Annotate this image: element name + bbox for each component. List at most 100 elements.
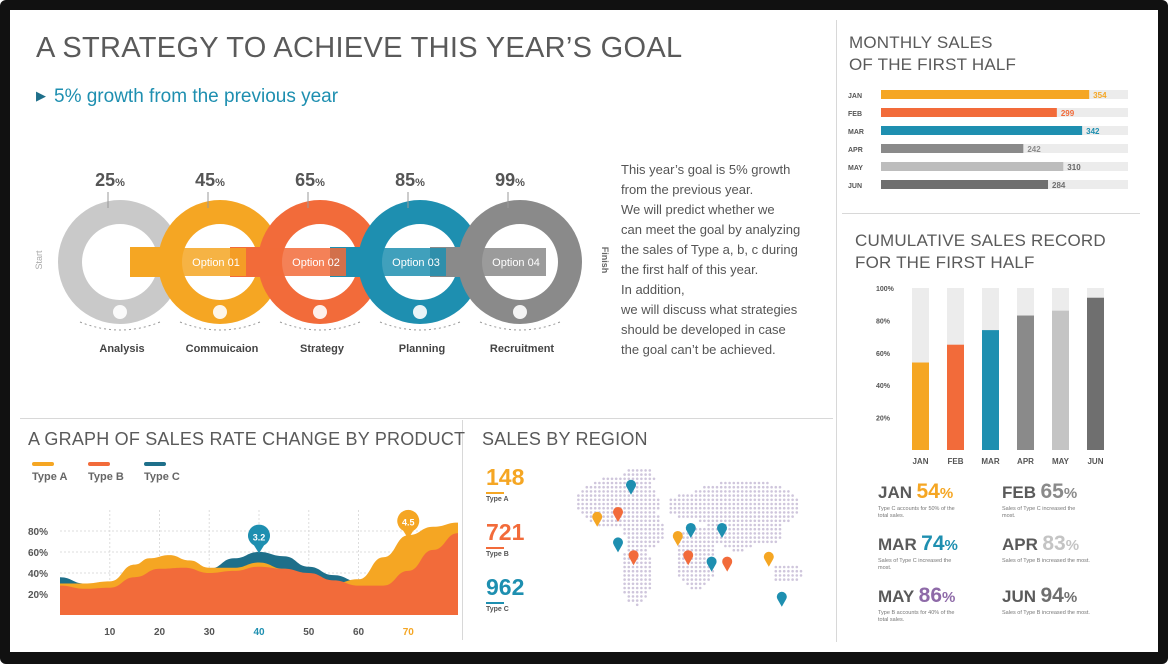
map-dot: [614, 523, 618, 527]
map-dot: [698, 561, 702, 565]
legend-swatch: [32, 462, 54, 466]
legend-item: Type C: [144, 462, 180, 483]
map-dot: [724, 485, 727, 489]
map-dot: [690, 582, 694, 586]
month-stat-heading: MAR 74%: [878, 532, 998, 556]
map-dot: [677, 574, 681, 577]
map-dot: [732, 532, 736, 535]
map-dot: [715, 498, 719, 502]
map-dot: [589, 494, 593, 497]
map-dot: [640, 498, 643, 502]
map-dot: [694, 561, 698, 565]
vbar-x-label: APR: [1017, 457, 1034, 465]
map-dot: [644, 557, 647, 560]
map-dot: [635, 498, 639, 502]
value-marker-pin: [397, 509, 420, 539]
region-stat-bar: [486, 602, 504, 604]
map-dot: [715, 519, 719, 523]
month-stat: MAR 74% Sales of Type C increased the mos…: [878, 532, 998, 572]
map-dot: [770, 502, 773, 506]
vbar-bar: [982, 330, 999, 450]
map-dot: [690, 515, 694, 518]
map-dot: [703, 519, 706, 523]
map-dot: [732, 511, 736, 514]
map-dot: [724, 536, 727, 539]
map-dot: [711, 511, 715, 514]
map-dot: [648, 527, 652, 531]
map-dot: [795, 506, 799, 510]
monthly-sales-title-line1: MONTHLY SALES: [849, 33, 993, 52]
map-dot: [749, 540, 752, 544]
description-line: we will discuss what strategies: [621, 302, 798, 317]
map-dot: [640, 506, 643, 510]
map-dot: [778, 490, 782, 493]
map-dot: [593, 498, 597, 502]
map-dot: [698, 498, 702, 502]
map-dot: [694, 536, 698, 539]
region-stat-value: 721: [486, 519, 525, 545]
map-dot: [627, 574, 631, 577]
map-pin-icon: [628, 550, 639, 566]
map-dot: [690, 561, 694, 565]
map-dot: [677, 561, 681, 565]
map-dot: [774, 511, 778, 514]
map-dot: [719, 490, 723, 493]
map-dot: [589, 485, 593, 489]
y-tick-label: 40%: [28, 569, 48, 580]
map-dot: [682, 578, 685, 581]
map-dot: [774, 485, 778, 489]
map-dot: [635, 599, 639, 602]
map-dot: [774, 498, 778, 502]
map-dot: [682, 511, 685, 514]
month-stat-percent: 65: [1040, 480, 1064, 503]
map-dot: [728, 485, 731, 489]
clock-icon: [313, 305, 327, 319]
map-dot: [787, 506, 790, 510]
stage-percent-value: 99: [495, 170, 515, 190]
map-dot: [732, 544, 736, 548]
map-pin-icon: [683, 550, 694, 566]
stage-arc: [179, 321, 261, 331]
month-stat-percent: 94: [1040, 584, 1064, 607]
map-dot: [635, 578, 639, 581]
map-dot: [686, 540, 689, 544]
description-line: can meet the goal by analyzing: [621, 222, 801, 237]
value-marker-label: 3.2: [253, 532, 266, 542]
map-dot: [782, 494, 786, 497]
map-dot: [682, 540, 685, 544]
stage-percent: 25%: [95, 170, 125, 190]
map-dot: [770, 532, 773, 535]
map-dot: [757, 485, 761, 489]
stage-percent: 45%: [195, 170, 225, 190]
map-dot: [585, 515, 589, 518]
map-dot: [795, 498, 799, 502]
map-dot: [652, 544, 656, 548]
legend-label: Type C: [144, 471, 180, 483]
map-dot: [707, 548, 710, 552]
map-dot: [682, 569, 685, 573]
map-dot: [703, 485, 706, 489]
map-dot: [623, 477, 626, 481]
stage-percent-value: 65: [295, 170, 315, 190]
vbar-x-label: MAR: [981, 457, 999, 465]
map-dot: [652, 506, 656, 510]
map-dot: [753, 490, 757, 493]
map-dot: [581, 506, 584, 510]
map-dot: [589, 519, 593, 523]
stage-percent-unit: %: [415, 177, 425, 189]
map-dot: [656, 515, 660, 518]
map-dot: [761, 481, 765, 485]
stage-label: Recruitment: [490, 343, 555, 355]
map-dot: [770, 494, 773, 497]
map-dot: [640, 595, 643, 598]
region-stat-label: Type B: [486, 551, 509, 558]
description-line: In addition,: [621, 282, 685, 297]
map-dot: [631, 590, 635, 594]
monthly-sales-title: MONTHLY SALES OF THE FIRST HALF: [849, 32, 1016, 76]
map-dot: [745, 485, 748, 489]
map-dot: [711, 536, 715, 539]
map-dot: [707, 519, 710, 523]
map-dot: [782, 574, 786, 577]
map-dot: [598, 490, 601, 493]
map-dot: [778, 536, 782, 539]
